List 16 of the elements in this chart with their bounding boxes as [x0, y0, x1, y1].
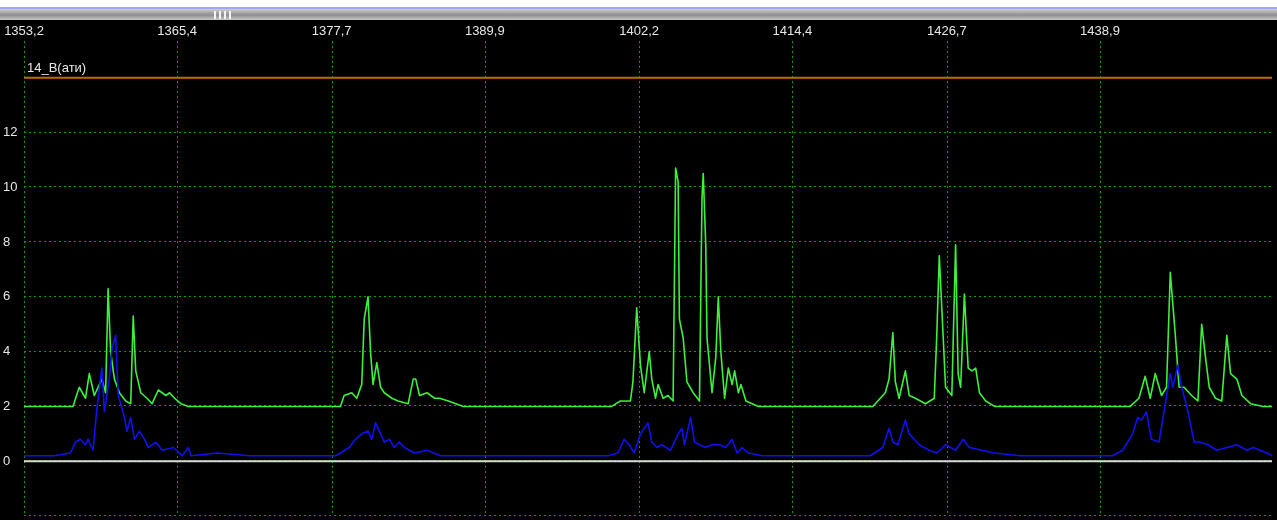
y-tick-label: 2	[3, 398, 11, 414]
y-tick-label: 6	[3, 288, 11, 304]
x-tick-label: 1365,4	[157, 23, 198, 39]
x-tick-label: 1426,7	[926, 23, 967, 39]
x-tick-label: 1402,2	[619, 23, 660, 39]
x-tick-label: 1353,2	[4, 23, 44, 39]
y-axis-title: 14_В(ати)	[27, 60, 87, 76]
x-tick-label: 1414,4	[772, 23, 813, 39]
y-tick-label: 4	[3, 343, 11, 359]
y-tick-label: 0	[3, 452, 11, 468]
y-tick-label: 10	[3, 178, 18, 194]
y-tick-label: 8	[3, 233, 11, 249]
x-tick-label: 1438,9	[1080, 23, 1120, 39]
x-tick-label: 1377,7	[311, 23, 352, 39]
y-tick-label: 12	[3, 124, 18, 140]
x-tick-label: 1389,9	[464, 23, 505, 39]
